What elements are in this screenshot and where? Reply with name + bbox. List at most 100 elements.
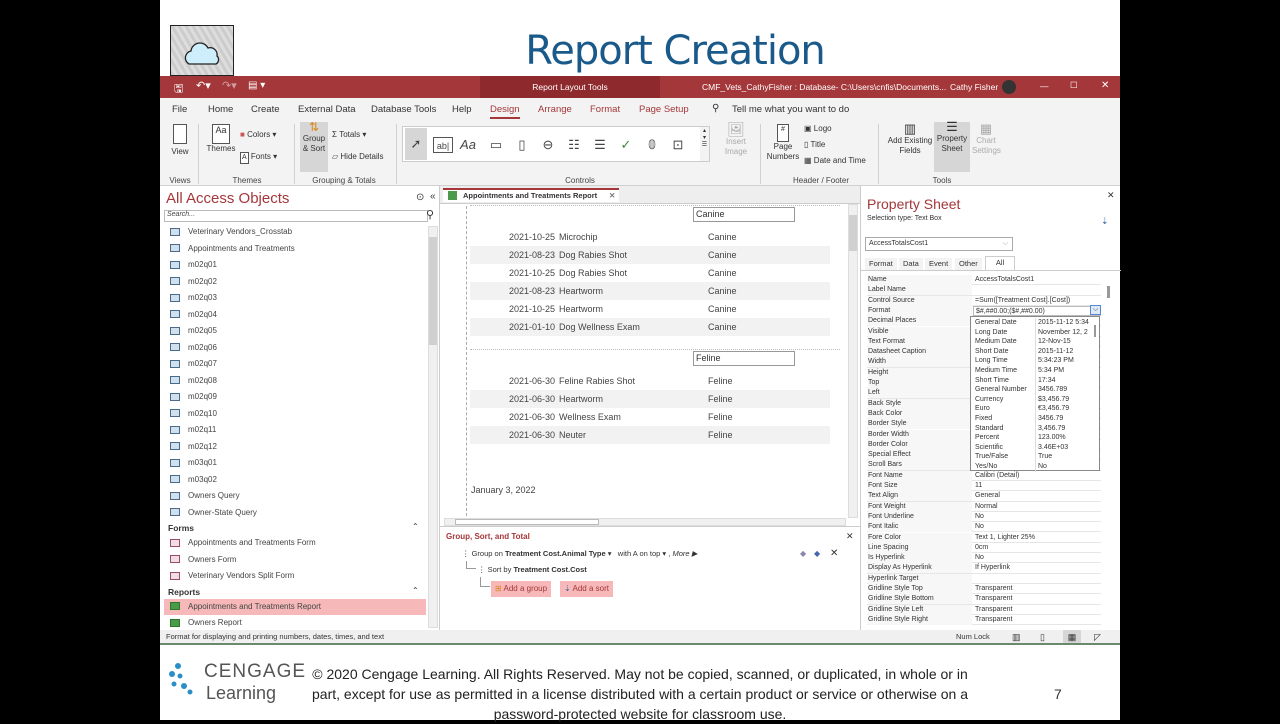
property-row[interactable]: Font Name Calibri (Detail) xyxy=(867,470,1101,481)
property-row[interactable]: Font Size 11 xyxy=(867,481,1101,492)
view-button[interactable]: View xyxy=(168,124,192,157)
tab-report[interactable]: Appointments and Treatments Report ✕ xyxy=(443,188,619,202)
property-value[interactable]: Normal xyxy=(975,502,998,510)
chart-control-icon[interactable]: ⊡ xyxy=(672,137,684,152)
totals-button[interactable]: Σ Totals ▾ xyxy=(332,130,367,139)
add-existing-fields-button[interactable]: ▥ Add Existing Fields xyxy=(884,122,936,156)
maximize-button[interactable]: ☐ xyxy=(1070,80,1078,90)
list-item[interactable]: m02q05 xyxy=(170,323,217,339)
group-header-field[interactable]: Canine xyxy=(693,207,795,222)
move-down-icon[interactable]: ◆ xyxy=(814,549,821,558)
textbox-control-icon[interactable]: ab| xyxy=(433,137,453,153)
date-time-button[interactable]: ▦ Date and Time xyxy=(804,156,866,166)
format-option-name[interactable]: General Date xyxy=(975,319,1017,326)
group-on-row[interactable]: ⋮ Group on Treatment Cost.Animal Type ▾ … xyxy=(462,549,698,558)
format-option-example[interactable]: $3,456.79 xyxy=(1035,394,1095,405)
close-property-sheet-icon[interactable]: ✕ xyxy=(1107,190,1115,200)
list-item[interactable]: Owners Query xyxy=(170,488,240,504)
property-value[interactable]: Transparent xyxy=(975,585,1013,592)
list-item[interactable]: m02q02 xyxy=(170,274,217,290)
layout-view-icon[interactable]: ▦ xyxy=(1063,630,1081,643)
design-view-icon[interactable]: ◸ xyxy=(1094,632,1101,642)
select-pointer-icon[interactable]: ➚ xyxy=(405,128,427,160)
property-row[interactable]: Font Underline No xyxy=(867,511,1101,523)
format-option-name[interactable]: Scientific xyxy=(975,443,1004,451)
list-item[interactable]: Appointments and Treatments xyxy=(170,241,295,257)
fonts-button[interactable]: A Fonts ▾ xyxy=(240,152,277,164)
property-sheet-button[interactable]: ☰ Property Sheet xyxy=(934,120,970,172)
object-select[interactable]: AccessTotalsCost1 ⌵ xyxy=(865,237,1013,251)
list-item[interactable]: Owners Form xyxy=(170,552,236,568)
format-option-name[interactable]: Fixed xyxy=(975,415,993,422)
nav-menu-icon[interactable]: ⊙ xyxy=(416,192,425,203)
format-option-example[interactable]: 17:34 xyxy=(1035,375,1095,386)
group-sort-button[interactable]: ⇅ Group & Sort xyxy=(300,121,328,172)
delete-level-icon[interactable]: ✕ xyxy=(830,548,839,559)
tab-other[interactable]: Other xyxy=(955,258,982,270)
dropdown-scrollbar[interactable] xyxy=(1094,325,1096,337)
table-row[interactable]: 2021-01-10 Dog Wellness Exam Canine xyxy=(470,318,830,336)
list-item[interactable]: m02q04 xyxy=(170,307,217,323)
attachment-control-icon[interactable]: 𝟘 xyxy=(647,137,657,152)
list-item[interactable]: m02q11 xyxy=(170,422,216,438)
tab-event[interactable]: Event xyxy=(925,258,953,270)
property-value[interactable]: No xyxy=(975,512,984,520)
table-row[interactable]: 2021-10-25 Microchip Canine xyxy=(470,228,830,246)
close-button[interactable]: ✕ xyxy=(1101,80,1110,91)
report-hscroll[interactable] xyxy=(444,518,846,526)
format-option-name[interactable]: General Number xyxy=(975,386,1027,394)
report-view-icon[interactable]: ▥ xyxy=(1012,632,1021,642)
property-row[interactable]: Font Italic No xyxy=(867,522,1101,533)
format-option-example[interactable]: True xyxy=(1035,452,1095,463)
format-option-name[interactable]: Short Time xyxy=(975,376,1009,384)
format-dropdown-button[interactable]: ⌵ xyxy=(1090,305,1101,315)
format-option-name[interactable]: Yes/No xyxy=(975,463,998,470)
format-option-name[interactable]: Long Date xyxy=(975,328,1008,336)
button-control-icon[interactable]: ▭ xyxy=(489,137,503,152)
format-option-name[interactable]: Standard xyxy=(975,424,1004,432)
property-value[interactable]: 0cm xyxy=(975,543,989,551)
property-value[interactable]: Text 1, Lighter 25% xyxy=(975,533,1035,541)
property-value[interactable]: Transparent xyxy=(975,615,1013,623)
property-row[interactable]: Gridline Style Bottom Transparent xyxy=(867,594,1101,605)
nav-scrollbar[interactable] xyxy=(428,226,438,628)
format-option-example[interactable]: 5:34 PM xyxy=(1035,366,1095,376)
tab-all[interactable]: All xyxy=(985,256,1015,270)
menu-design[interactable]: Design xyxy=(490,104,520,119)
themes-button[interactable]: Aa Themes xyxy=(206,124,236,154)
property-row[interactable]: Gridline Style Top Transparent xyxy=(867,584,1101,595)
property-value[interactable]: If Hyperlink xyxy=(975,564,1011,572)
table-row[interactable]: 2021-06-30 Wellness Exam Feline xyxy=(470,408,830,426)
sort-az-icon[interactable]: ⇣ xyxy=(1101,216,1109,226)
list-item[interactable]: Appointments and Treatments Form xyxy=(170,535,316,551)
property-row[interactable]: Is Hyperlink No xyxy=(867,553,1101,564)
format-option-name[interactable]: Long Time xyxy=(975,357,1008,365)
format-option-name[interactable]: True/False xyxy=(975,453,1009,461)
add-group-button[interactable]: ⊞ Add a group xyxy=(491,581,552,597)
format-option-example[interactable]: 3.46E+03 xyxy=(1035,442,1095,453)
undo-icon[interactable]: ↶▾ xyxy=(196,80,211,92)
list-item[interactable]: m02q09 xyxy=(170,389,217,405)
minimize-button[interactable]: — xyxy=(1040,81,1049,91)
property-row[interactable]: Label Name xyxy=(867,285,1101,296)
tab-format[interactable]: Format xyxy=(865,258,897,270)
format-option-name[interactable]: Euro xyxy=(975,405,990,413)
format-option-name[interactable]: Medium Time xyxy=(975,367,1018,374)
more-options-link[interactable]: More ▶ xyxy=(672,549,698,558)
format-option-name[interactable]: Currency xyxy=(975,395,1004,403)
group-header-field[interactable]: Feline xyxy=(693,351,795,366)
tab-control-icon[interactable]: ▯ xyxy=(518,137,526,152)
redo-icon[interactable]: ↷▾ xyxy=(222,80,237,92)
menu-database-tools[interactable]: Database Tools xyxy=(371,104,437,115)
list-item[interactable]: m02q03 xyxy=(170,290,217,306)
search-icon[interactable]: ⚲ xyxy=(426,209,435,221)
property-value[interactable]: No xyxy=(975,554,984,562)
property-row[interactable]: Name AccessTotalsCost1 xyxy=(867,275,1101,286)
sort-field-select[interactable]: Treatment Cost.Cost xyxy=(513,565,587,574)
checkbox-control-icon[interactable]: ✓ xyxy=(620,137,632,152)
menu-create[interactable]: Create xyxy=(251,104,280,115)
list-item[interactable]: Appointments and Treatments Report xyxy=(164,598,426,615)
property-row[interactable]: Control Source =Sum([Treatment Cost].[Cos… xyxy=(867,295,1101,306)
format-option-example[interactable]: 5:34:23 PM xyxy=(1035,356,1095,367)
page-numbers-button[interactable]: # Page Numbers xyxy=(764,124,802,162)
